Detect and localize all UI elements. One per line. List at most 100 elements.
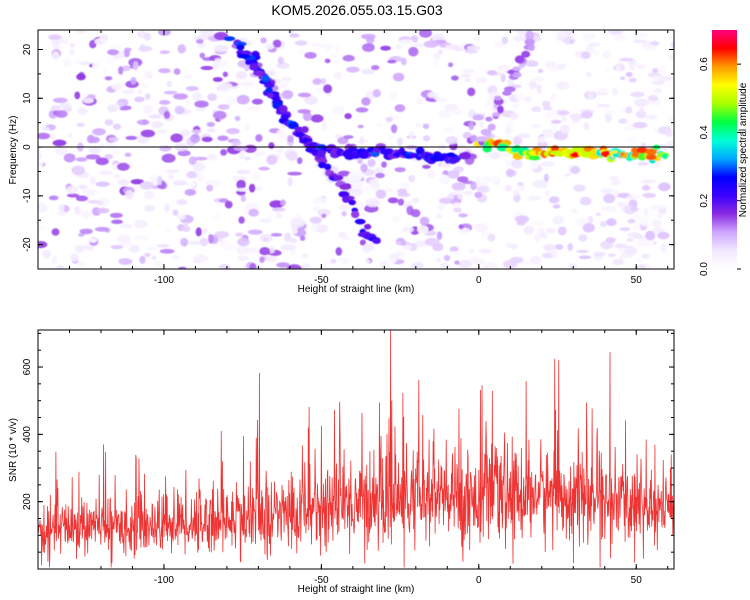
heatmap-cell xyxy=(218,198,229,203)
heatmap-cell xyxy=(408,174,416,183)
heatmap-cell xyxy=(61,40,70,45)
heatmap-cell xyxy=(542,128,554,138)
heatmap-cell xyxy=(374,167,384,175)
heatmap-cell xyxy=(654,162,661,168)
heatmap-cell xyxy=(106,55,114,65)
heatmap-cell xyxy=(357,158,363,164)
heatmap-cell xyxy=(38,225,46,232)
heatmap-cell xyxy=(527,195,542,202)
heatmap-cell xyxy=(355,107,369,113)
heatmap-cell xyxy=(144,205,156,212)
colorbar-tick-label: 0.2 xyxy=(699,193,710,207)
heatmap-cell xyxy=(630,91,645,98)
heatmap-cell xyxy=(432,242,444,252)
heatmap-cell xyxy=(520,261,535,265)
heatmap-cell xyxy=(214,58,222,62)
heatmap-cell xyxy=(192,92,203,102)
heatmap-cell xyxy=(111,83,124,91)
heatmap-cell xyxy=(457,143,467,153)
heatmap-cell xyxy=(571,117,580,123)
heatmap-cell xyxy=(361,68,375,75)
spectrogram-y-tick-label: 20 xyxy=(22,44,33,56)
heatmap-cell xyxy=(121,65,131,72)
heatmap-cell xyxy=(310,223,319,231)
heatmap-cell xyxy=(52,97,68,104)
heatmap-cell xyxy=(395,44,403,50)
heatmap-cell xyxy=(635,110,647,119)
heatmap-cell xyxy=(517,133,531,139)
heatmap-cell xyxy=(255,134,263,142)
heatmap-cell xyxy=(545,227,556,234)
heatmap-cell xyxy=(440,263,451,269)
heatmap-cell xyxy=(556,81,570,90)
heatmap-cell xyxy=(296,48,305,56)
heatmap-cell xyxy=(464,49,478,54)
snr-frame xyxy=(37,329,675,570)
snr-x-ticks: -100 -50 0 50 xyxy=(37,330,669,586)
heatmap-cell xyxy=(206,153,218,161)
heatmap-cell xyxy=(652,75,660,82)
heatmap-cell xyxy=(443,126,454,134)
heatmap-cell xyxy=(576,249,589,254)
heatmap-cell xyxy=(115,235,131,242)
heatmap-cell xyxy=(310,114,324,123)
heatmap-cell xyxy=(111,219,124,224)
heatmap-cell xyxy=(504,126,512,135)
heatmap-feature-cell xyxy=(332,175,344,181)
heatmap-cell xyxy=(375,172,385,179)
heatmap-cell xyxy=(601,205,617,212)
heatmap-cell xyxy=(134,220,149,229)
heatmap-cell xyxy=(297,92,312,98)
heatmap-feature-cell xyxy=(491,112,501,117)
heatmap-cell xyxy=(482,176,493,183)
heatmap-cell xyxy=(668,54,674,60)
heatmap-cell xyxy=(61,57,72,68)
heatmap-cell xyxy=(359,239,366,246)
heatmap-cell xyxy=(474,191,483,199)
heatmap-cell xyxy=(244,64,250,72)
heatmap-cell xyxy=(79,228,93,235)
heatmap-cell xyxy=(244,156,251,161)
heatmap-cell xyxy=(607,253,617,258)
heatmap-cell xyxy=(474,223,489,233)
heatmap-cell xyxy=(666,168,673,178)
heatmap-cell xyxy=(289,237,298,244)
heatmap-cell xyxy=(185,86,199,92)
heatmap-cell xyxy=(641,184,651,191)
heatmap-cell xyxy=(235,232,244,237)
heatmap-cell xyxy=(130,77,137,85)
heatmap-cell xyxy=(542,106,553,111)
heatmap-cell xyxy=(472,114,485,121)
heatmap-cell xyxy=(222,71,228,78)
snr-y-tick-label: 400 xyxy=(22,426,33,443)
heatmap-cell xyxy=(191,129,202,134)
heatmap-cell xyxy=(75,157,88,162)
heatmap-cell xyxy=(544,110,560,119)
heatmap-cell xyxy=(276,129,285,136)
heatmap-cell xyxy=(559,124,570,134)
heatmap-cell xyxy=(517,182,524,186)
heatmap-cell xyxy=(627,232,641,238)
heatmap-cell xyxy=(438,174,449,183)
heatmap-cell xyxy=(248,208,259,217)
heatmap-cell xyxy=(234,115,241,122)
heatmap-cell xyxy=(462,69,475,73)
heatmap-cell xyxy=(167,173,175,181)
heatmap-cell xyxy=(578,255,592,260)
heatmap-feature-cell xyxy=(494,95,502,101)
heatmap-cell xyxy=(205,179,221,187)
heatmap-cell xyxy=(537,227,545,234)
heatmap-cell xyxy=(208,234,214,244)
heatmap-cell xyxy=(231,140,242,146)
heatmap-cell xyxy=(628,60,635,71)
heatmap-cell xyxy=(144,252,151,257)
heatmap-cell xyxy=(397,198,405,206)
spectrogram-y-axis-label: Frequency (Hz) xyxy=(8,116,19,185)
heatmap-cell xyxy=(439,197,453,204)
heatmap-cell xyxy=(217,82,233,91)
heatmap-cell xyxy=(124,152,132,157)
heatmap-feature-cell xyxy=(316,149,327,158)
heatmap-cell xyxy=(532,180,543,188)
heatmap-cell xyxy=(174,142,188,149)
heatmap-cell xyxy=(184,189,197,196)
